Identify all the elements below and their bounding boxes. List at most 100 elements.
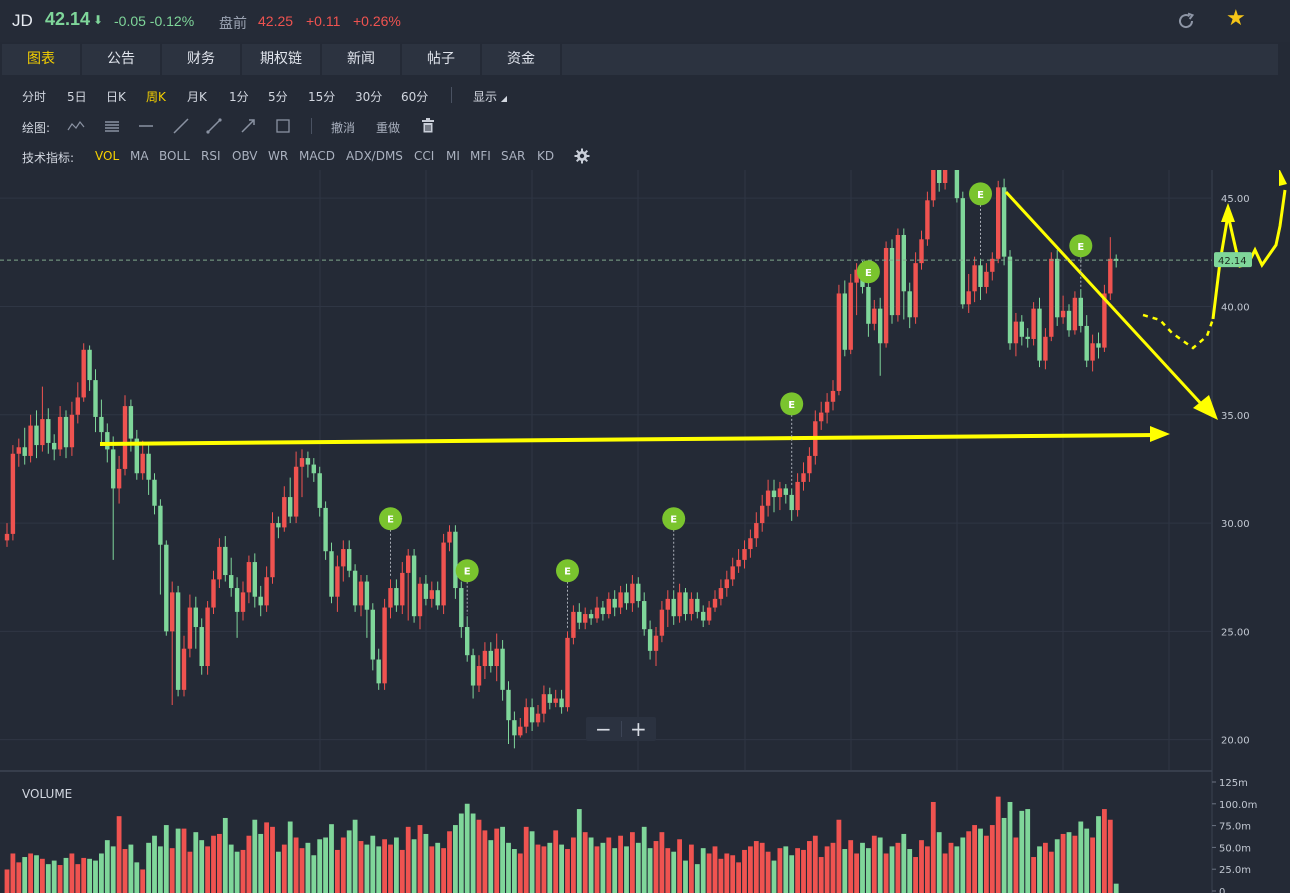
volume-bar [913, 857, 918, 893]
period-intraday[interactable]: 分时 [22, 90, 47, 104]
candlestick-chart[interactable]: E E E E E E E E 45.00 40.00 35.00 30.00 25.00 20.00 1… [0, 131, 1290, 893]
indicator-wr[interactable]: WR [268, 149, 289, 163]
indicator-mi[interactable]: MI [446, 149, 460, 163]
period-5day[interactable]: 5日 [67, 90, 87, 104]
candle [1102, 284, 1107, 352]
period-1min[interactable]: 1分 [229, 90, 249, 104]
undo-button[interactable]: 撤消 [331, 121, 356, 135]
line-tool-icon[interactable] [172, 117, 190, 135]
indicator-sar[interactable]: SAR [501, 149, 526, 163]
candle [347, 540, 352, 578]
candle [329, 542, 334, 604]
candle-body [370, 609, 375, 660]
indicator-ma[interactable]: MA [130, 149, 149, 163]
indicator-cci[interactable]: CCI [414, 149, 435, 163]
volume-bar [199, 840, 205, 893]
rect-tool-icon[interactable] [275, 118, 291, 134]
volume-bar [942, 853, 948, 893]
tab-news[interactable]: 新闻 [322, 44, 400, 75]
redo-button[interactable]: 重做 [376, 121, 401, 135]
star-icon[interactable]: ★ [1226, 6, 1246, 31]
chart-area[interactable]: E E E E E E E E 45.00 40.00 35.00 30.00 25.00 20.00 1… [0, 131, 1290, 893]
candle [170, 581, 175, 706]
earnings-marker[interactable]: E [1069, 234, 1093, 288]
event-label: E [788, 400, 795, 411]
indicator-adx[interactable]: ADX/DMS [346, 149, 403, 163]
candle [677, 583, 682, 623]
earnings-marker[interactable]: E [856, 260, 880, 284]
candle-body [878, 308, 883, 344]
earnings-marker[interactable]: E [379, 507, 402, 578]
earnings-marker[interactable]: E [455, 559, 479, 615]
indicator-mfi[interactable]: MFI [470, 149, 491, 163]
earnings-marker[interactable]: E [780, 392, 804, 487]
earnings-marker[interactable]: E [969, 182, 992, 257]
candle [500, 640, 505, 701]
earnings-marker[interactable]: E [662, 507, 686, 589]
tab-posts[interactable]: 帖子 [402, 44, 480, 75]
candle-body [647, 629, 653, 651]
indicator-vol[interactable]: VOL [95, 149, 120, 163]
candle [22, 427, 27, 465]
candle [305, 451, 311, 478]
period-30min[interactable]: 30分 [355, 90, 383, 104]
candle-body [488, 650, 493, 667]
volume-bar [712, 846, 718, 893]
candle-body [653, 635, 659, 651]
candle [46, 408, 51, 454]
fib-tool-icon[interactable] [103, 118, 121, 134]
candle-body [771, 490, 777, 498]
tab-chart[interactable]: 图表 [2, 44, 80, 75]
volume-bar [1113, 883, 1119, 893]
candle-body [1025, 336, 1030, 339]
candle-body [1108, 258, 1113, 294]
trash-icon[interactable] [421, 117, 435, 134]
earnings-marker[interactable]: E [556, 559, 579, 630]
indicator-boll[interactable]: BOLL [159, 149, 190, 163]
segment-tool-icon[interactable] [205, 117, 223, 135]
refresh-icon[interactable] [1175, 10, 1197, 32]
candle-body [329, 551, 334, 597]
candle-body [836, 293, 842, 391]
candle-body [966, 291, 971, 305]
period-weekly[interactable]: 周K [146, 90, 166, 104]
period-5min[interactable]: 5分 [268, 90, 288, 104]
volume-bar [506, 842, 511, 893]
volume-bar [801, 849, 806, 893]
volume-bar [523, 826, 529, 893]
display-menu[interactable]: 显示 ◢ [473, 88, 507, 105]
gear-icon[interactable] [574, 148, 590, 164]
indicator-obv[interactable]: OBV [232, 149, 258, 163]
projection-path-annotation [1142, 313, 1215, 350]
period-monthly[interactable]: 月K [187, 90, 207, 104]
tab-capital[interactable]: 资金 [482, 44, 560, 75]
candle [323, 501, 328, 560]
tab-announcements[interactable]: 公告 [82, 44, 160, 75]
hline-tool-icon[interactable] [137, 118, 155, 134]
candle-body [541, 694, 547, 714]
period-60min[interactable]: 60分 [401, 90, 429, 104]
volume-bar [966, 831, 972, 893]
period-daily[interactable]: 日K [106, 90, 126, 104]
volume-bar [960, 837, 966, 893]
candle-body [158, 505, 163, 545]
candle-body [276, 523, 281, 528]
tab-financials[interactable]: 财务 [162, 44, 240, 75]
indicator-rsi[interactable]: RSI [201, 149, 221, 163]
zoom-in-button[interactable]: + [630, 717, 647, 741]
candle-body [217, 546, 222, 580]
candle-body [954, 141, 960, 199]
ray-tool-icon[interactable] [239, 117, 257, 135]
candle [524, 698, 529, 734]
period-15min[interactable]: 15分 [308, 90, 336, 104]
trend-tool-icon[interactable] [66, 118, 86, 134]
indicator-kd[interactable]: KD [537, 149, 555, 163]
arrowhead-annotation [1279, 168, 1287, 186]
candle [1019, 315, 1024, 346]
zoom-out-button[interactable]: − [595, 717, 612, 741]
price-tick-label: 25.00 [1221, 627, 1250, 638]
indicator-macd[interactable]: MACD [299, 149, 335, 163]
candle-body [777, 488, 783, 498]
tab-options[interactable]: 期权链 [242, 44, 320, 75]
volume-bar [512, 849, 517, 893]
